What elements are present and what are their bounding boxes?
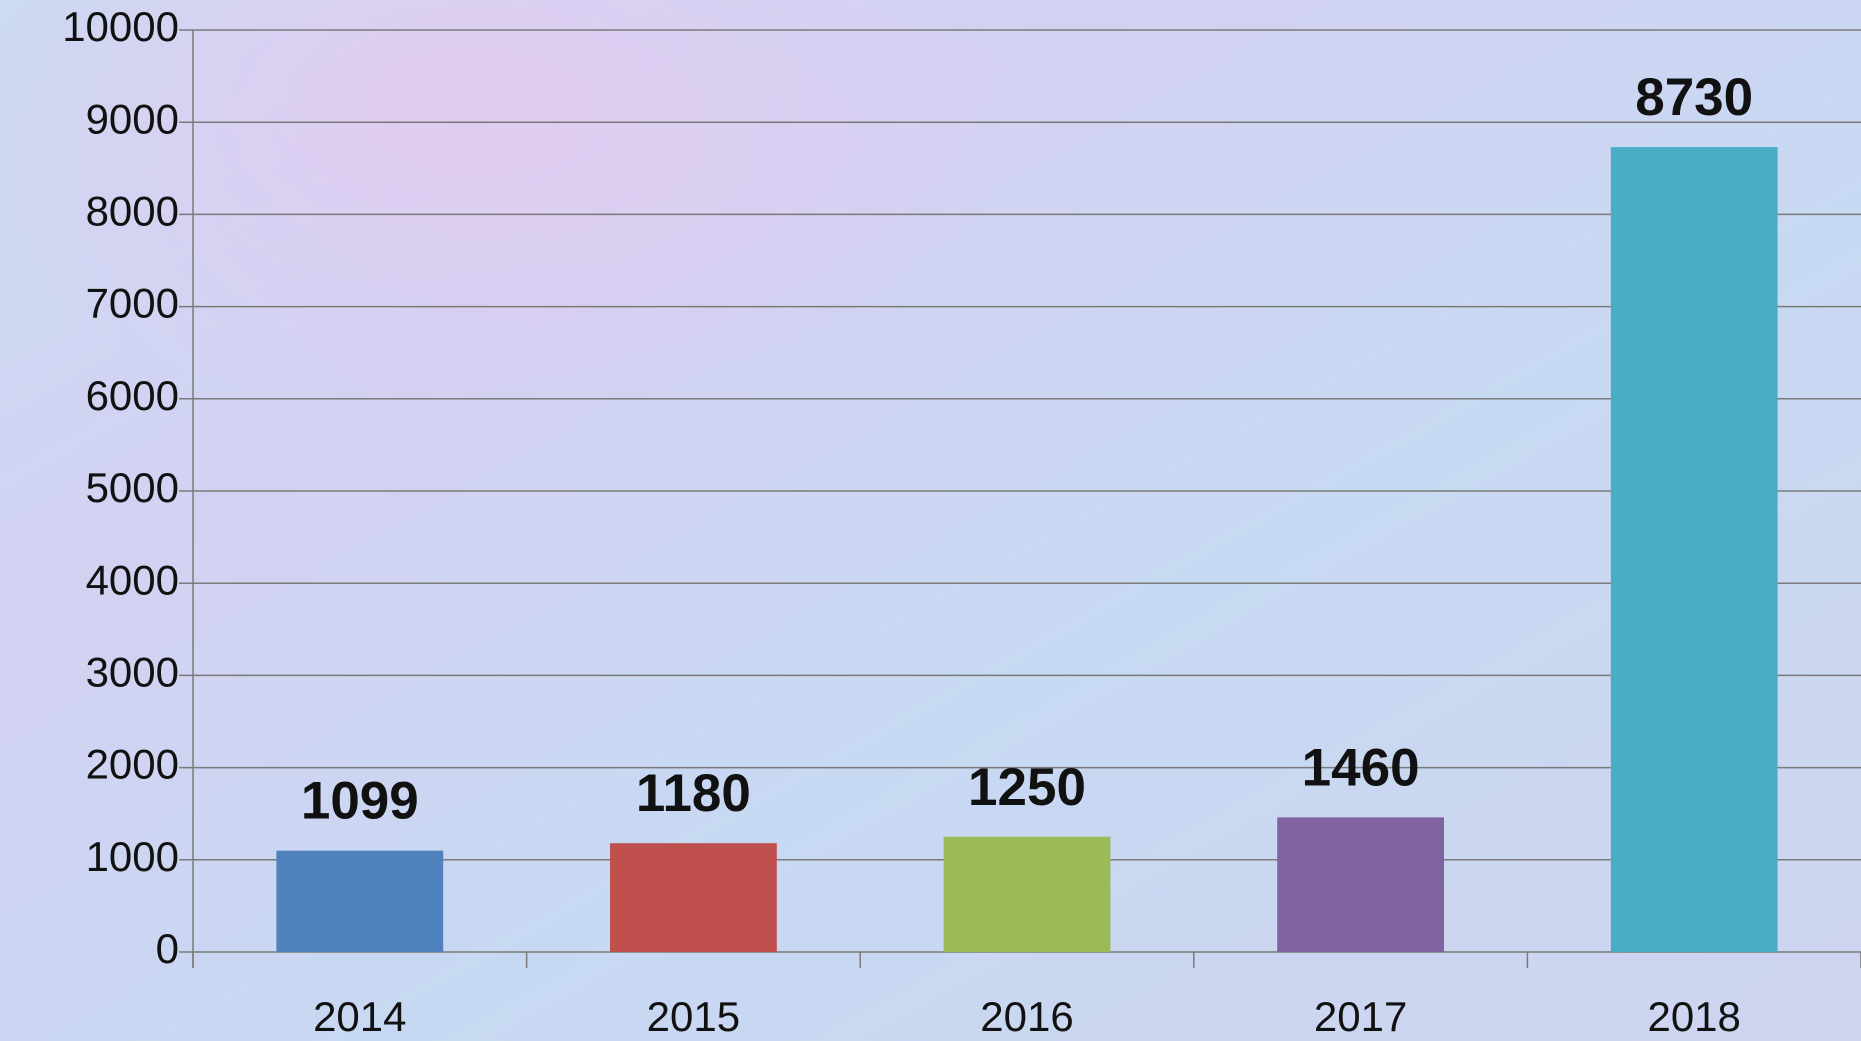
data-label: 1460 — [1302, 738, 1420, 797]
data-label: 1099 — [301, 772, 419, 831]
data-label: 8730 — [1635, 68, 1753, 127]
data-label: 1250 — [968, 758, 1086, 817]
x-tick-label: 2018 — [1647, 993, 1740, 1040]
x-tick-label: 2015 — [647, 993, 740, 1040]
y-tick-label: 2000 — [86, 741, 179, 788]
x-tick-label: 2017 — [1314, 993, 1407, 1040]
y-tick-label: 0 — [156, 925, 179, 972]
y-tick-label: 10000 — [62, 3, 179, 50]
y-tick-label: 3000 — [86, 648, 179, 695]
y-tick-label: 5000 — [86, 464, 179, 511]
y-tick-label: 6000 — [86, 372, 179, 419]
bar — [943, 836, 1111, 952]
bar — [610, 843, 777, 952]
y-tick-label: 1000 — [86, 833, 179, 880]
data-label: 1180 — [636, 764, 751, 823]
bar — [1277, 817, 1444, 952]
x-tick-label: 2016 — [980, 993, 1073, 1040]
bar — [1610, 147, 1778, 952]
y-tick-label: 9000 — [86, 95, 179, 142]
y-tick-label: 4000 — [86, 556, 179, 603]
y-tick-label: 8000 — [86, 187, 179, 234]
x-tick-label: 2014 — [313, 993, 406, 1040]
y-tick-label: 7000 — [86, 280, 179, 327]
bar — [276, 850, 444, 952]
